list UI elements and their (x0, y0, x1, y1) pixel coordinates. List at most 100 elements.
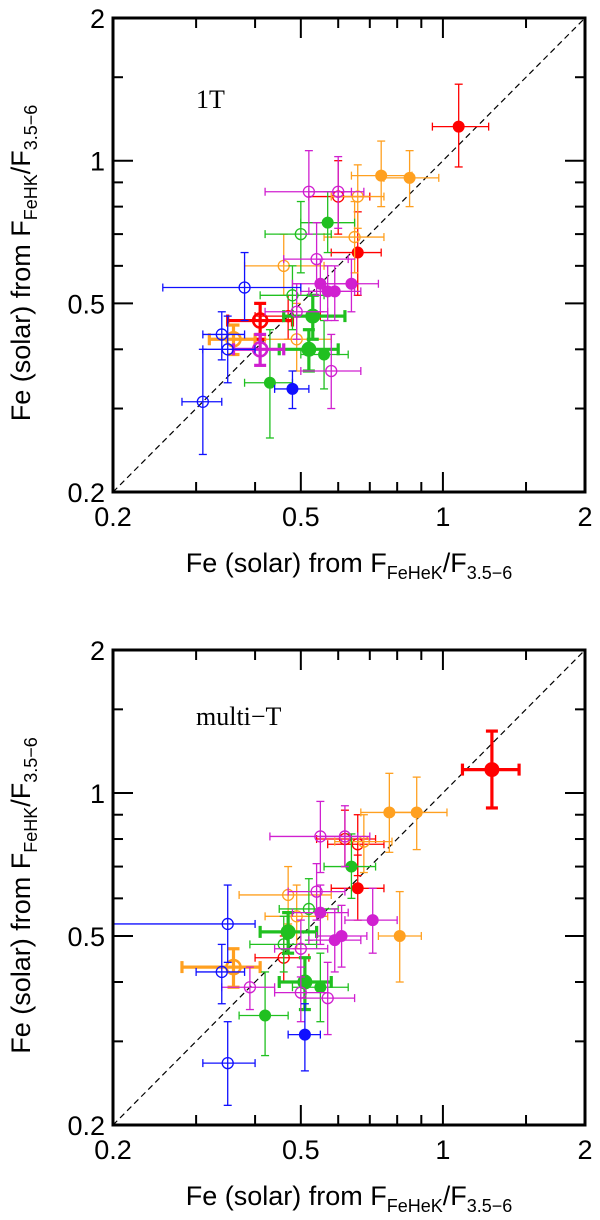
scatter-plot-1T: 0.2 0.5 1 2 0.2 0.5 1 2 1T Fe (solar) from FFeHeK… (6, 4, 593, 583)
reference-diagonal-line (112, 17, 586, 493)
data-point-magenta (310, 252, 323, 266)
scatter-plot-multi-T: 0.2 0.5 1 2 0.2 0.5 1 2 multi−T Fe (solar) from F… (6, 636, 593, 1216)
data-point-magenta (290, 305, 303, 318)
data-point-red (351, 246, 364, 259)
x-tick-label: 1 (435, 502, 450, 532)
data-point-magenta (314, 906, 327, 919)
bottom-panel-multi-T: 0.2 0.5 1 2 0.2 0.5 1 2 multi−T Fe (solar) from F… (0, 610, 600, 1220)
data-point-orange (290, 910, 303, 923)
plot-frame (111, 16, 587, 494)
errorbar-blue-3 (202, 311, 246, 361)
x-tick-label: 0.2 (94, 502, 132, 532)
data-point-green (305, 308, 321, 324)
errorbar-blue-1 (162, 251, 302, 322)
data-point-orange (375, 169, 388, 182)
data-point-green (286, 289, 299, 302)
x-axis-label: Fe (solar) from FFeHeK/F3.5−6 (186, 548, 513, 583)
errorbar-magenta-7 (264, 283, 329, 340)
data-point-green (301, 341, 317, 357)
x-tick-label: 0.5 (282, 502, 320, 532)
data-point-blue (215, 328, 228, 341)
data-point-blue (221, 917, 234, 931)
data-point-magenta (345, 277, 358, 290)
errorbar-magenta-6 (283, 222, 349, 296)
y-tick-label: 0.2 (67, 478, 105, 508)
errorbar-orange-6 (264, 302, 332, 372)
series-magenta (221, 800, 398, 1036)
errorbar-orange-4 (243, 233, 325, 296)
data-point-blue (286, 382, 299, 395)
axis-ticks (112, 17, 586, 493)
panel-label: 1T (196, 85, 225, 114)
errorbar-magenta-8 (300, 333, 362, 410)
data-point-blue (215, 965, 228, 979)
y-tick-label: 0.5 (67, 922, 105, 952)
data-point-orange (348, 230, 361, 244)
errorbar-magenta-5 (319, 805, 371, 868)
y-tick-label: 2 (90, 4, 105, 34)
data-point-red (351, 882, 364, 895)
x-axis-label: Fe (solar) from FFeHeK/F3.5−6 (186, 1181, 513, 1216)
axis-ticks (112, 649, 586, 1126)
x-tick-label: 1 (435, 1135, 450, 1165)
data-point-magenta (335, 929, 348, 942)
data-point-magenta (294, 986, 307, 999)
y-tick-label: 1 (90, 779, 105, 809)
errorbar-magenta-5 (308, 155, 365, 229)
data-point-orange (225, 958, 242, 976)
data-point-blue (221, 1056, 234, 1070)
y-tick-label: 2 (90, 636, 105, 666)
series-green (238, 833, 377, 1057)
errorbar-blue-2 (195, 943, 246, 1005)
data-point-magenta (310, 885, 323, 898)
errorbar-blue-2 (202, 315, 256, 384)
errorbar-orange-3 (334, 814, 393, 874)
data-point-orange (410, 806, 423, 819)
data-point-blue (238, 281, 251, 294)
data-point-magenta (328, 285, 341, 298)
errorbar-orange-2 (323, 200, 385, 274)
errorbar-magenta-6 (287, 862, 346, 921)
data-point-magenta (294, 942, 307, 955)
data-point-magenta (338, 830, 352, 843)
data-point-green (277, 938, 290, 951)
data-point-red (452, 120, 465, 133)
data-point-magenta (366, 914, 379, 927)
data-point-blue (196, 395, 209, 408)
data-point-magenta (325, 364, 338, 378)
data-point-green (321, 216, 334, 229)
y-tick-label: 1 (90, 147, 105, 177)
data-point-blue (298, 1028, 311, 1041)
errorbar-red-3 (327, 814, 385, 877)
errorbar-green-6 (264, 200, 332, 274)
data-point-green (259, 1009, 272, 1022)
data-point-green (314, 981, 327, 994)
reference-diagonal-line (112, 649, 586, 1126)
plot-frame (111, 648, 587, 1127)
x-tick-label: 2 (577, 1135, 592, 1165)
y-axis-label: Fe (solar) from FFeHK/F3.5−6 (6, 737, 41, 1054)
data-point-red (484, 762, 500, 778)
data-point-green (280, 924, 296, 940)
data-point-red (251, 312, 269, 329)
series-green (243, 191, 356, 439)
data-point-green (263, 376, 276, 389)
errorbar-magenta-9 (273, 966, 329, 1023)
errorbar-green-5 (249, 915, 318, 973)
errorbar-blue-3 (202, 1021, 256, 1106)
data-point-orange (393, 929, 406, 942)
y-tick-label: 0.5 (67, 289, 105, 319)
top-panel-1T: 0.2 0.5 1 2 0.2 0.5 1 2 1T Fe (solar) from FFeHeK… (6, 4, 593, 583)
data-point-green (302, 902, 316, 916)
errorbar-green-6 (278, 878, 339, 941)
x-tick-label: 0.5 (282, 1135, 320, 1165)
data-point-orange (403, 171, 416, 184)
series-magenta (231, 149, 380, 410)
data-point-magenta (243, 981, 257, 994)
data-point-orange (351, 190, 364, 203)
errorbar-magenta-8 (300, 961, 356, 1036)
series-blue (162, 251, 310, 456)
x-tick-label: 0.2 (94, 1135, 132, 1165)
data-point-magenta (332, 185, 345, 198)
y-tick-label: 0.2 (67, 1111, 105, 1141)
